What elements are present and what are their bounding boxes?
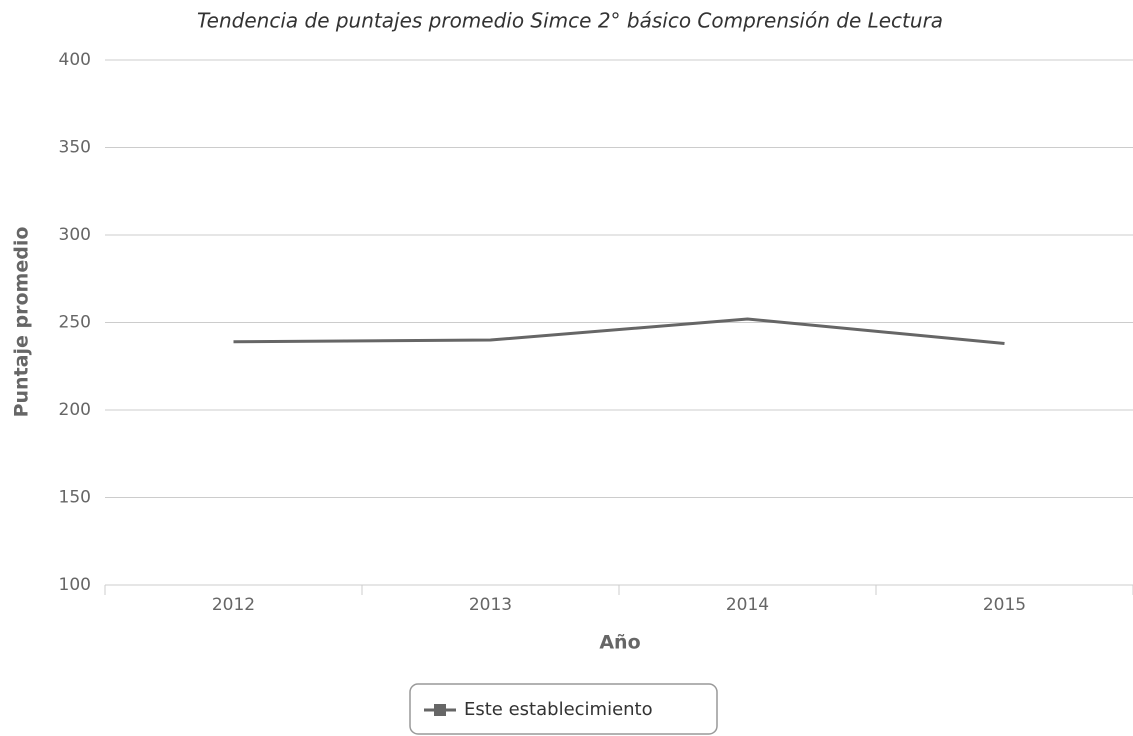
x-tick-label: 2014 — [726, 595, 769, 615]
x-tick-label: 2012 — [212, 595, 255, 615]
x-tick-label: 2015 — [983, 595, 1026, 615]
y-tick-label: 250 — [59, 313, 91, 333]
y-axis-title: Puntaje promedio — [11, 227, 33, 418]
x-axis-title: Año — [599, 632, 640, 654]
y-tick-label: 150 — [59, 488, 91, 508]
legend-symbol-marker — [434, 704, 446, 716]
legend-box — [409, 683, 718, 735]
y-tick-label: 400 — [59, 50, 91, 70]
y-tick-label: 350 — [59, 138, 91, 158]
y-tick-label: 100 — [59, 575, 91, 595]
x-tick-label: 2013 — [469, 595, 512, 615]
y-tick-label: 300 — [59, 225, 91, 245]
chart-title: Tendencia de puntajes promedio Simce 2° … — [197, 9, 943, 33]
legend-label: Este establecimiento — [464, 699, 653, 720]
y-tick-label: 200 — [59, 400, 91, 420]
series-line — [233, 317, 1005, 345]
